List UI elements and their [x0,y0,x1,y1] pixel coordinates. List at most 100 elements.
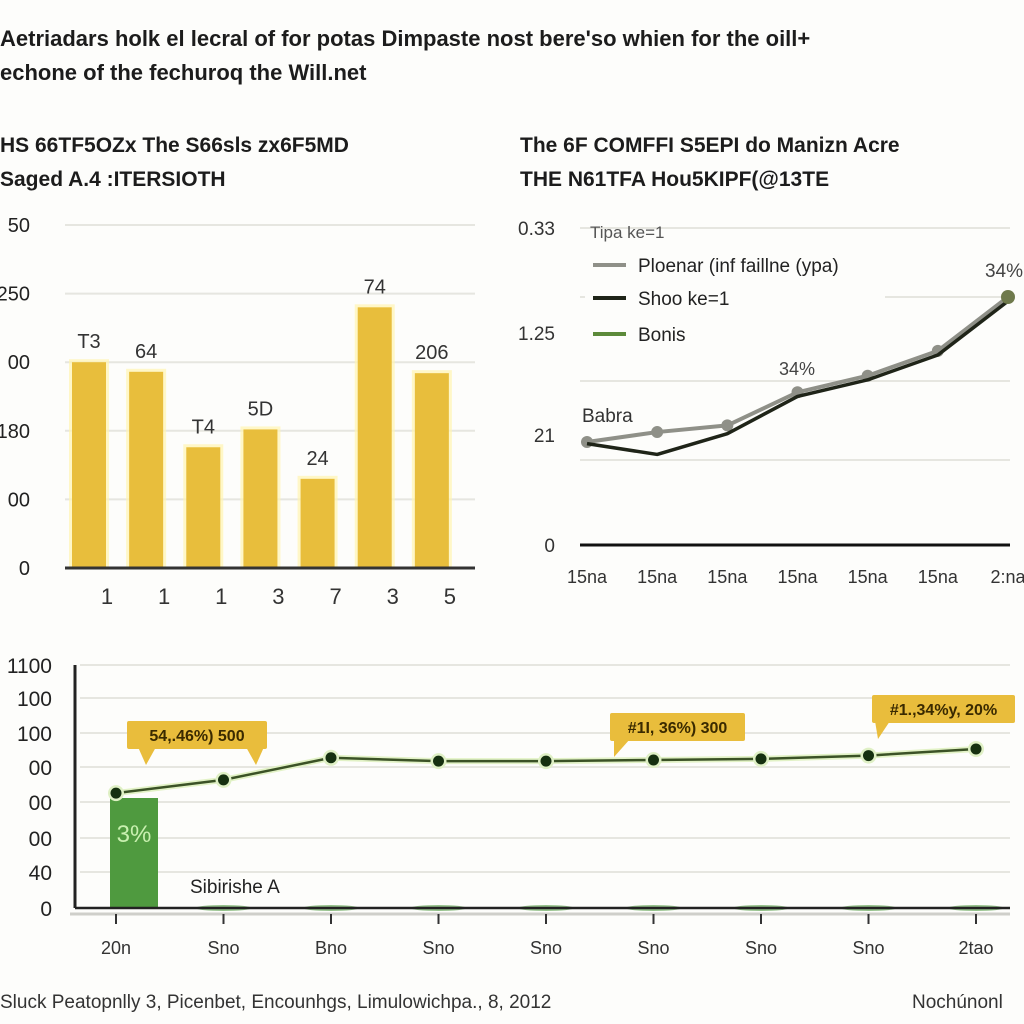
bottom-x-tick-label: 2tao [958,938,993,958]
footer-source: Sluck Peatopnlly 3, Picenbet, Encounhgs,… [0,992,552,1013]
bottom-y-tick-label: 100 [17,688,52,711]
bar-y-tick-label: 50 [8,215,30,237]
callout: #1I, 36%) 300 [610,713,745,757]
bottom-point [648,754,659,766]
line-chart: 0 21 1.25 0.33 15na 15na 15na 15na 15na 15na 2:na… [518,219,1024,587]
bottom-y-tick-label: 100 [17,723,52,746]
bottom-y-tick-label: 00 [29,792,52,815]
bottom-chart: 0 40 00 00 00 100 100 1100 3% Sibirishe A 20n Sno… [7,655,1015,958]
legend-label: Ploenar (inf faillne (ypa) [638,256,839,277]
line-y-tick-label: 21 [534,426,555,447]
bar-chart-data-labels: T3 64 T4 5D 24 74 206 [77,276,448,470]
line-series-shoo [586,299,1010,457]
bar-data-label: T3 [77,331,100,353]
bar-y-tick-label: 250 [0,284,30,306]
bottom-chart-series [108,740,984,802]
bar-x-tick-label: 3 [272,584,284,609]
bar-y-tick-label: 0 [19,558,30,580]
line-chart-y-axis: 0 21 1.25 0.33 [518,219,555,557]
callout-tail [246,747,264,765]
bar [129,371,164,568]
bar-x-tick-label: 1 [101,584,113,609]
line-y-tick-label: 0.33 [518,219,555,240]
bottom-point [755,753,767,765]
line-y-tick-label: 0 [544,536,555,557]
main-title-line-2: echone of the fechuroq the Will.net [0,60,367,85]
bar-x-tick-label: 5 [444,584,456,609]
bottom-y-tick-label: 40 [29,862,52,885]
callout-text: 54,.46%) 500 [149,728,244,745]
bottom-y-tick-label: 00 [29,757,52,780]
bar-chart-title: HS 66TF5OZx The S66sls zx6F5MD [0,134,349,157]
line-point [581,436,593,448]
bar-y-tick-label: 00 [8,489,30,511]
legend-title: Tipa ke=1 [590,223,665,242]
line-x-tick-label: 2:na [990,567,1024,587]
line-chart-series [581,290,1015,457]
bottom-point [433,755,444,767]
line-chart-legend: Tipa ke=1 Ploenar (inf faillne (ypa) Shoo … [585,223,885,350]
bottom-x-tick-label: Sno [207,938,239,958]
bar-chart-x-ticks: 1 1 1 3 7 3 5 [101,584,456,609]
bottom-x-tick-label: Sno [745,938,777,958]
callout-tail [875,721,890,739]
bottom-y-tick-label: 1100 [7,655,52,678]
bottom-point [970,743,982,755]
line-chart-x-ticks: 15na 15na 15na 15na 15na 15na 2:na [567,567,1024,587]
line-x-tick-label: 15na [707,567,748,587]
bottom-chart-axes [70,665,1010,916]
line-point [651,426,664,439]
line-point [721,419,734,432]
bottom-point [540,755,552,767]
bottom-x-tick-label: Sno [852,938,884,958]
bar-x-tick-label: 1 [158,584,170,609]
callout-box [872,695,1015,723]
legend-label: Shoo ke=1 [638,289,729,310]
bottom-point [863,750,874,762]
line-chart-annotations: Babra 34% 34% [582,261,1023,427]
main-title-line-1: Aetriadars holk el lecral of for potas D… [0,26,811,51]
line-point-end [1001,290,1015,304]
bottom-x-tick-label: Sno [530,938,562,958]
callout-tail [614,739,630,757]
legend-background [585,250,885,350]
main-title: Aetriadars holk el lecral of for potas D… [0,22,1024,90]
bar-data-label: 24 [306,448,328,470]
bottom-point [110,787,122,799]
annotation-label: Babra [582,406,633,427]
line-x-tick-label: 15na [848,567,889,587]
callout-box [610,713,745,741]
bottom-point [218,774,229,786]
callout: #1.,34%y, 20% [872,695,1015,739]
bottom-point [325,752,337,764]
bar-data-label: 64 [135,341,157,363]
bar [357,307,392,568]
bottom-chart-callouts: 54,.46%) 500 #1I, 36%) 300 #1.,34%y, 20% [127,695,1015,765]
bar-chart-bars [69,304,452,568]
bottom-chart-grid [80,664,1010,873]
legend-label: Bonis [638,325,686,346]
bar-x-tick-label: 1 [215,584,227,609]
bar [243,429,278,568]
bar [72,362,106,568]
bar [414,373,449,568]
bottom-chart-bars: 3% Sibirishe A [110,798,1004,911]
bar-y-tick-label: 00 [8,352,30,374]
bar-x-tick-label: 3 [387,584,399,609]
bottom-chart-x-ticks: 20n Sno Bno Sno Sno Sno Sno Sno 2tao [101,914,994,958]
bar-y-tick-label: 180 [0,421,30,443]
bar-x-tick-label: 7 [329,584,341,609]
bar-data-label: T4 [192,416,215,438]
bottom-series-label: Sibirishe A [190,877,280,898]
bar [300,478,335,568]
bottom-x-tick-label: 20n [101,938,131,958]
callout-tail [138,747,156,765]
line-x-tick-label: 15na [777,567,818,587]
bottom-chart-y-axis: 0 40 00 00 00 100 100 1100 [7,655,52,921]
line-x-tick-label: 15na [637,567,678,587]
line-chart-subtitle: THE N61TFA Hou5KIPF(@13TE [520,168,830,191]
bottom-x-tick-label: Sno [422,938,454,958]
